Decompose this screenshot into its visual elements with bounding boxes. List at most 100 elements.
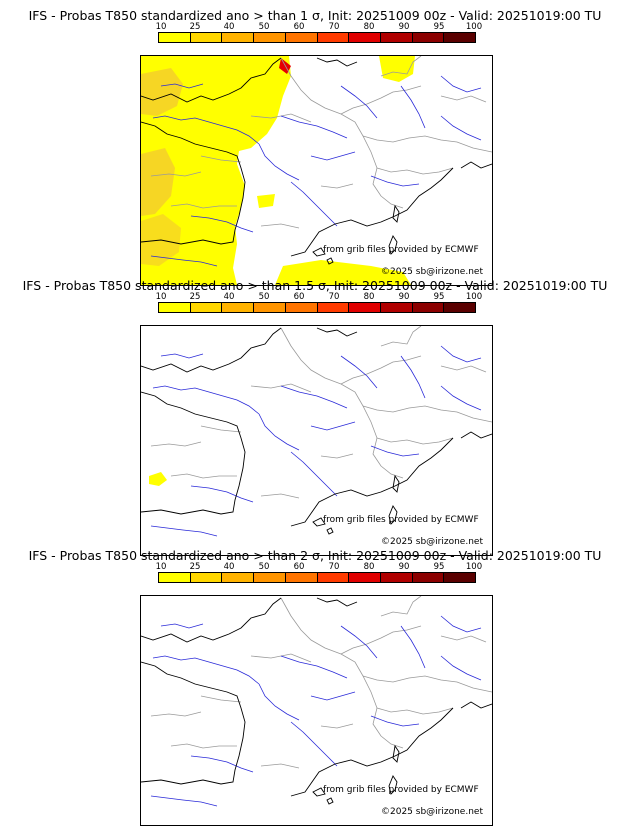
probability-map: from grib files provided by ECMWF ©2025 …: [140, 595, 493, 826]
river-line: [190, 215, 254, 233]
probability-legend: [158, 32, 476, 43]
legend-swatch: [380, 303, 413, 312]
river-line: [340, 625, 378, 659]
admin-border-line: [260, 493, 300, 499]
probability-map: from grib files provided by ECMWF ©2025 …: [140, 325, 493, 556]
legend-swatch: [190, 33, 223, 42]
river-line: [280, 655, 348, 679]
coastline: [312, 787, 326, 797]
legend-ticks: 10 25 40 50 60 70 80 90 95 100: [0, 22, 630, 32]
probability-area-tiny: [149, 472, 167, 486]
river-line: [440, 115, 482, 141]
admin-border-line: [280, 57, 404, 209]
legend-swatch: [380, 573, 413, 582]
coastline: [316, 597, 358, 607]
river-line: [160, 353, 204, 359]
coastline: [290, 707, 454, 797]
river-line: [258, 683, 300, 721]
legend-tick-label: 70: [328, 22, 340, 32]
river-line: [340, 355, 378, 389]
map-panel-3: IFS - Probas T850 standardized ano > tha…: [0, 548, 630, 826]
legend-tick-label: 100: [465, 562, 483, 572]
admin-border-line: [200, 155, 242, 163]
legend-tick-label: 90: [398, 292, 410, 302]
admin-border-line: [280, 597, 404, 749]
admin-border-line: [380, 596, 422, 617]
legend-swatch: [285, 303, 318, 312]
river-line: [160, 83, 204, 89]
river-line: [400, 85, 426, 129]
legend-swatch: [190, 303, 223, 312]
legend-tick-label: 40: [223, 292, 235, 302]
probability-legend: [158, 572, 476, 583]
admin-border-line: [440, 365, 487, 373]
admin-border-line: [280, 327, 404, 479]
river-line: [340, 85, 378, 119]
legend-swatch: [254, 303, 286, 312]
river-line: [152, 385, 260, 415]
river-line: [190, 755, 254, 773]
legend-swatch: [349, 573, 381, 582]
coastline: [312, 517, 326, 527]
coastline: [388, 775, 398, 795]
admin-border-line: [250, 653, 312, 663]
admin-border-line: [320, 183, 354, 189]
coastline: [460, 161, 492, 169]
river-line: [440, 615, 482, 633]
river-line: [290, 451, 338, 497]
coastline: [316, 327, 358, 337]
coastline: [326, 527, 334, 535]
admin-border-line: [150, 711, 202, 717]
credit-copyright: ©2025 sb@irizone.net: [381, 807, 483, 817]
river-line: [440, 75, 482, 93]
legend-swatch: [159, 573, 191, 582]
admin-border-line: [200, 425, 242, 433]
coastline: [290, 167, 454, 257]
legend-tick-label: 90: [398, 22, 410, 32]
admin-border-line: [440, 95, 487, 103]
coastline: [460, 431, 492, 439]
legend-swatch: [190, 573, 223, 582]
legend-tick-label: 25: [189, 292, 201, 302]
credit-copyright: ©2025 sb@irizone.net: [381, 537, 483, 547]
legend-tick-label: 10: [155, 292, 167, 302]
legend-tick-label: 60: [293, 292, 305, 302]
legend-tick-label: 10: [155, 22, 167, 32]
coastline: [392, 744, 400, 763]
legend-tick-label: 95: [433, 292, 445, 302]
legend-swatch: [380, 33, 413, 42]
coastline: [141, 661, 246, 785]
legend-swatch: [317, 573, 350, 582]
legend-tick-label: 95: [433, 22, 445, 32]
legend-swatch: [285, 573, 318, 582]
coastline: [326, 257, 334, 265]
river-line: [258, 143, 300, 181]
legend-tick-label: 10: [155, 562, 167, 572]
river-line: [370, 715, 420, 727]
coastline: [460, 701, 492, 709]
river-line: [258, 413, 300, 451]
legend-swatch: [254, 33, 286, 42]
panel-title: IFS - Probas T850 standardized ano > tha…: [22, 278, 608, 293]
coastline: [316, 57, 358, 67]
admin-border-line: [340, 625, 422, 655]
credit-source: from grib files provided by ECMWF: [323, 785, 479, 795]
admin-border-line: [362, 135, 492, 153]
map-panel-1: IFS - Probas T850 standardized ano > tha…: [0, 8, 630, 286]
admin-border-line: [380, 326, 422, 347]
legend-swatch: [444, 303, 476, 312]
legend-swatch: [222, 33, 255, 42]
admin-border-line: [250, 383, 312, 393]
coastline: [141, 327, 282, 373]
river-line: [190, 485, 254, 503]
coastline: [290, 437, 454, 527]
river-line: [280, 115, 348, 139]
legend-tick-label: 50: [258, 292, 270, 302]
legend-swatch: [412, 573, 445, 582]
river-line: [440, 385, 482, 411]
coastline: [388, 505, 398, 525]
river-line: [400, 625, 426, 669]
legend-tick-label: 50: [258, 22, 270, 32]
legend-swatch: [254, 573, 286, 582]
legend-tick-label: 95: [433, 562, 445, 572]
